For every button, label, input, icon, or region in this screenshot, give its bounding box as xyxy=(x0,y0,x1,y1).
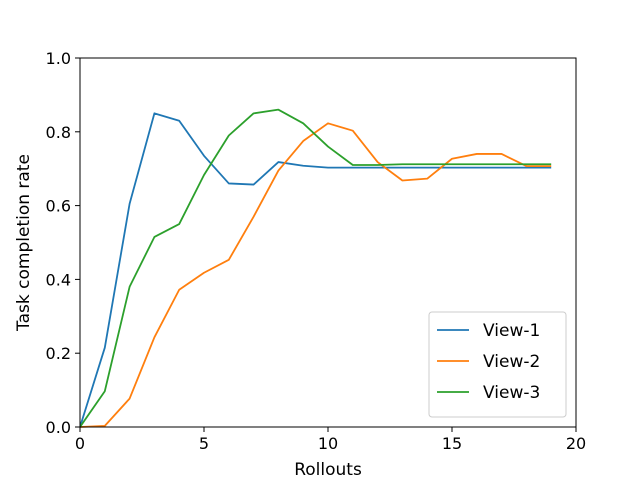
y-tick-label: 0.8 xyxy=(46,123,71,142)
legend-box xyxy=(428,311,567,418)
x-tick-label: 10 xyxy=(318,434,338,453)
y-tick-label: 0.6 xyxy=(46,197,71,216)
y-tick-label: 1.0 xyxy=(46,49,71,68)
legend-label-3: View-3 xyxy=(483,383,540,403)
x-tick-label: 0 xyxy=(75,434,85,453)
ticks: 0 5 10 15 20 0.0 0.2 0.4 0.6 0.8 1.0 xyxy=(46,49,587,453)
legend: View-1 View-2 View-3 xyxy=(428,311,567,418)
y-axis-title: Task completion rate xyxy=(14,154,34,332)
x-tick-label: 20 xyxy=(566,434,586,453)
series-line-2 xyxy=(80,122,552,428)
series-lines xyxy=(80,108,552,428)
y-tick-label: 0.0 xyxy=(46,418,71,437)
y-tick-label: 0.4 xyxy=(46,270,71,289)
legend-label-1: View-1 xyxy=(483,321,540,341)
x-tick-label: 5 xyxy=(199,434,209,453)
x-axis-title: Rollouts xyxy=(294,460,362,480)
series-line-3 xyxy=(80,108,552,428)
legend-label-2: View-2 xyxy=(483,352,540,372)
x-tick-label: 15 xyxy=(442,434,462,453)
y-tick-label: 0.2 xyxy=(46,344,71,363)
series-line-1 xyxy=(80,112,552,428)
